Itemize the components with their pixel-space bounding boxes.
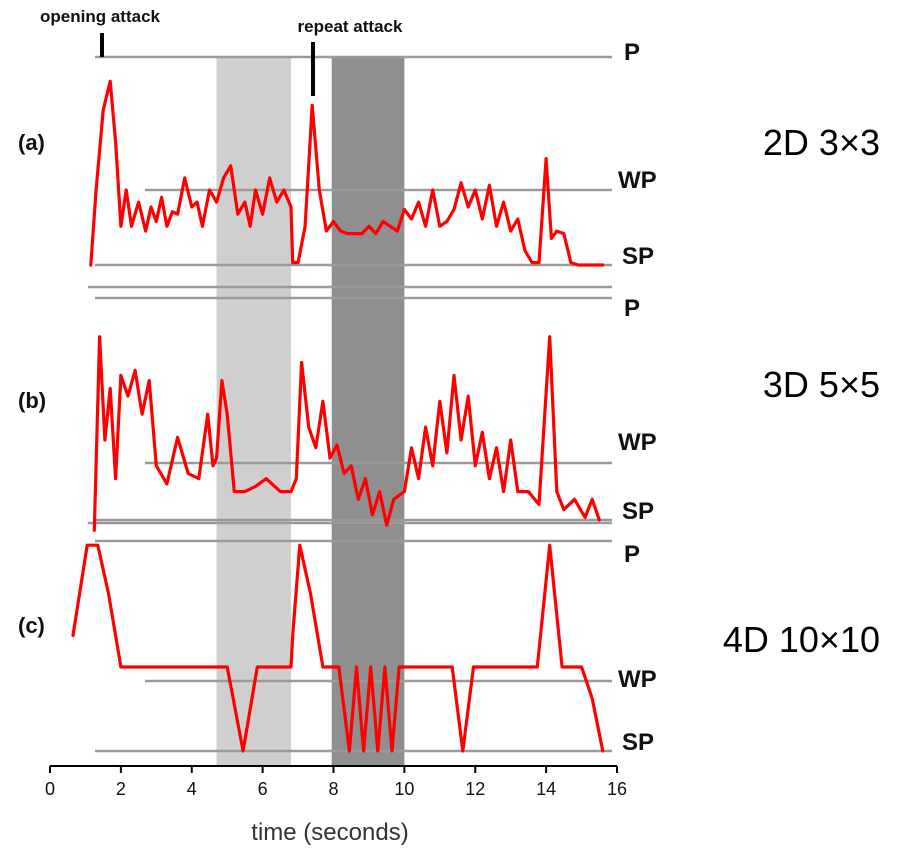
level-label-sp-1: SP [622, 243, 654, 270]
x-axis-label: time (seconds) [251, 819, 408, 846]
panel-label-3: (c) [18, 613, 45, 638]
series-line-3 [71, 543, 605, 753]
series-lines [71, 79, 605, 753]
level-lines [88, 55, 612, 753]
x-tick-label-4: 4 [187, 779, 197, 799]
side-label-1: 2D 3×3 [763, 122, 880, 163]
level-label-wp-1: WP [618, 167, 657, 194]
level-label-p-1: P [624, 39, 640, 66]
annotation-2: repeat attack [298, 17, 403, 36]
level-label-sp-3: SP [622, 729, 654, 756]
x-tick-label-10: 10 [394, 779, 414, 799]
side-label-2: 3D 5×5 [763, 364, 880, 405]
series-line-2 [92, 335, 601, 532]
shaded-regions [216, 57, 405, 765]
x-axis: 0 2 4 6 8 10 12 14 16 [45, 765, 627, 799]
x-tick-label-16: 16 [607, 779, 627, 799]
level-label-p-2: P [624, 295, 640, 322]
shaded-region-2 [331, 57, 405, 765]
side-label-3: 4D 10×10 [723, 619, 880, 660]
annotation-1: opening attack [40, 7, 161, 26]
level-label-sp-2: SP [622, 498, 654, 525]
x-tick-label-2: 2 [116, 779, 126, 799]
x-tick-label-8: 8 [328, 779, 338, 799]
x-tick-label-14: 14 [536, 779, 556, 799]
x-tick-label-0: 0 [45, 779, 55, 799]
shaded-region-1 [216, 57, 291, 765]
level-label-wp-3: WP [618, 666, 657, 693]
x-tick-label-6: 6 [258, 779, 268, 799]
labels: (a) P WP SP 2D 3×3 (b) P WP SP 3D 5×5 (c) P WP SP 4D 1… [18, 7, 880, 756]
x-tick-label-12: 12 [465, 779, 485, 799]
level-label-wp-2: WP [618, 429, 657, 456]
level-label-p-3: P [624, 541, 640, 568]
panel-label-2: (b) [18, 388, 46, 413]
series-line-1 [89, 79, 605, 267]
panel-label-1: (a) [18, 130, 45, 155]
